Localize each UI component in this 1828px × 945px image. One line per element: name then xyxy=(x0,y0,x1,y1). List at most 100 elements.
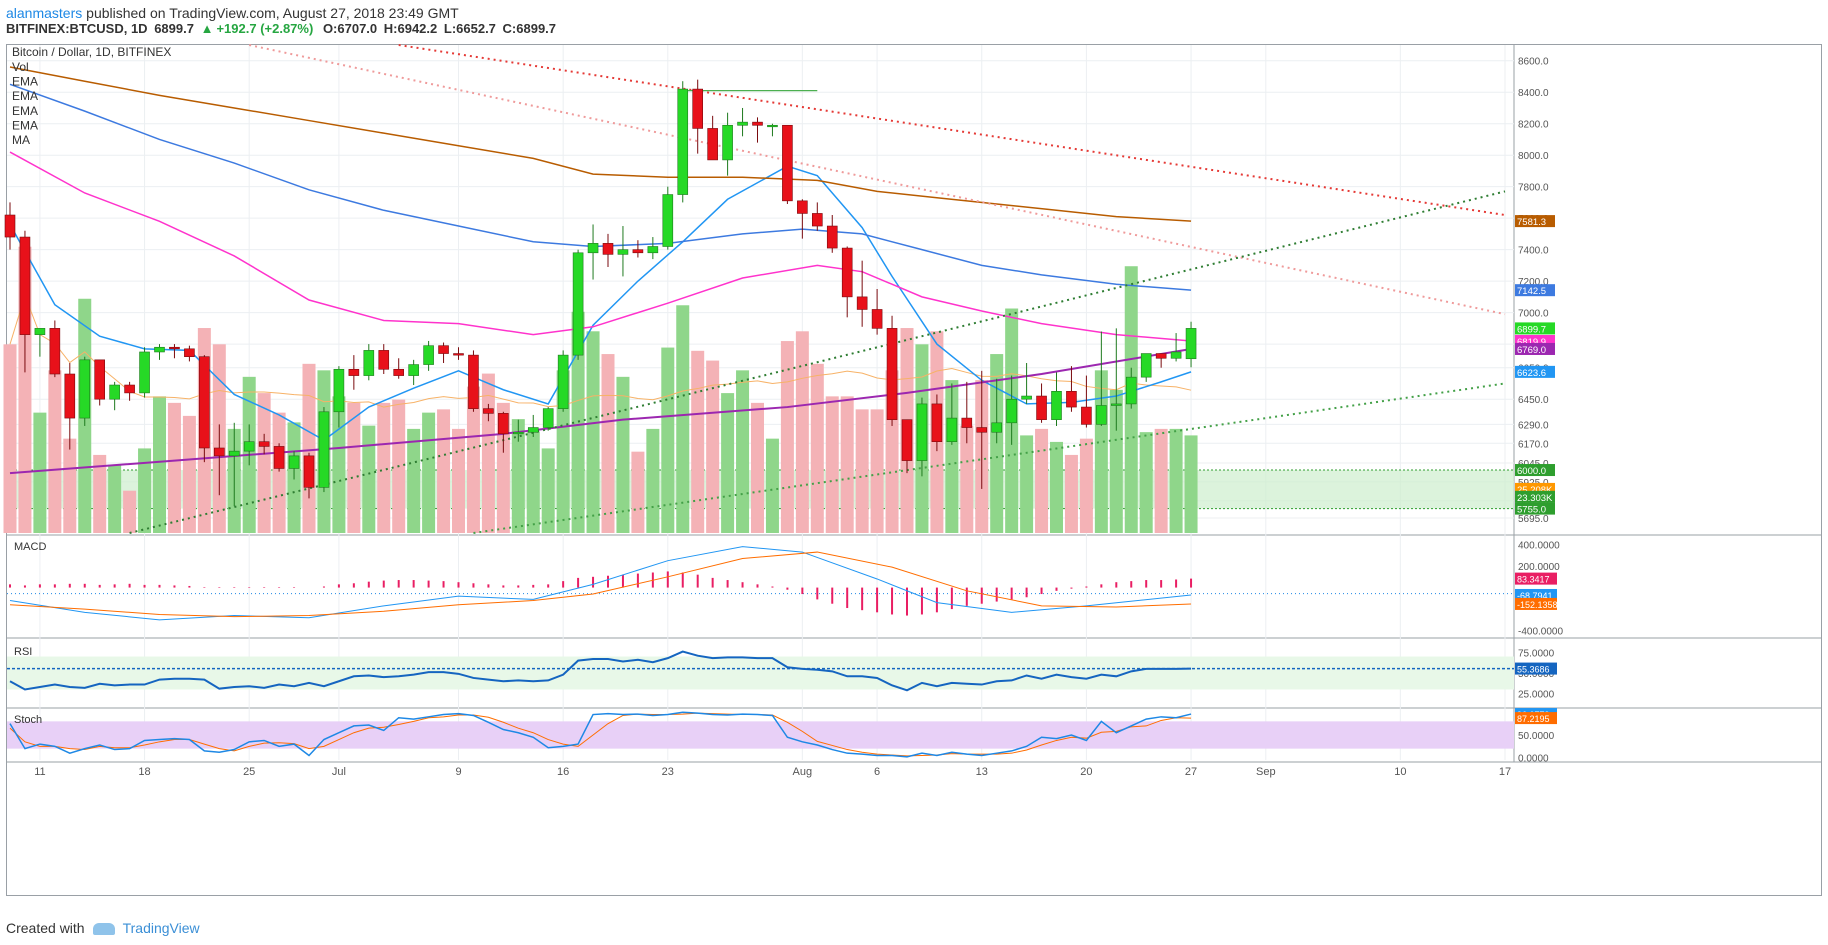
volume-bar xyxy=(332,396,346,533)
volume-bar xyxy=(362,425,376,533)
price-tag-label: 7581.3 xyxy=(1517,217,1546,228)
candle-body xyxy=(34,328,46,335)
price-tick-label: 6450.0 xyxy=(1518,395,1549,406)
candle-body xyxy=(318,411,330,488)
candle-body xyxy=(871,309,883,329)
volume-bar xyxy=(676,305,690,533)
publish-text: published on TradingView.com, August 27,… xyxy=(86,5,459,21)
volume-bar xyxy=(452,428,465,533)
stoch-title: Stoch xyxy=(14,714,42,726)
ma-line xyxy=(9,165,1192,442)
price-change: ▲ +192.7 (+2.87%) xyxy=(201,21,317,36)
candle-body xyxy=(139,351,150,394)
trend-line xyxy=(129,190,1506,534)
date-tick-label: 9 xyxy=(455,766,461,778)
price-tag xyxy=(1515,490,1555,503)
low-value: L:6652.7 xyxy=(443,21,496,36)
macd-line xyxy=(9,546,1192,621)
candles xyxy=(4,79,1197,507)
macd-tick-label: 400.0000 xyxy=(1518,541,1560,552)
trend-line xyxy=(398,44,1506,217)
rsi-tick-label: 75.0000 xyxy=(1518,648,1555,659)
volume-bar xyxy=(63,438,77,533)
price-tag-label: 6899.7 xyxy=(1517,324,1546,335)
author-link[interactable]: alanmasters xyxy=(6,5,83,21)
candle-body xyxy=(841,247,853,298)
candle-body xyxy=(572,252,584,356)
volume-bar xyxy=(257,393,271,533)
up-arrow-icon: ▲ xyxy=(200,21,214,36)
price-tick-label: 8000.0 xyxy=(1518,151,1549,162)
macd-tick-label: 200.0000 xyxy=(1518,562,1560,573)
chart-legend-title: Bitcoin / Dollar, 1D, BITFINEX xyxy=(12,45,171,59)
candle-body xyxy=(498,413,509,435)
candle-body xyxy=(1155,353,1167,359)
stoch-tag xyxy=(1515,712,1557,725)
candle-body xyxy=(826,225,838,249)
price-tag-label: 6819.9 xyxy=(1517,337,1546,348)
candle-body xyxy=(946,417,958,442)
candle-body xyxy=(303,455,315,488)
candle-body xyxy=(1021,395,1032,400)
stoch-tag-label: 87.2195 xyxy=(1517,714,1550,724)
volume-bar xyxy=(466,386,480,533)
candle-body xyxy=(453,353,464,356)
volume-bar xyxy=(1079,438,1093,533)
price-tag xyxy=(1515,342,1555,355)
date-tick-label: 10 xyxy=(1394,766,1406,778)
macd-tag-label: -152.1358 xyxy=(1517,600,1558,610)
ma-line xyxy=(9,83,1192,291)
volume-bar xyxy=(661,347,675,533)
volume-bar xyxy=(556,370,570,533)
candle-body xyxy=(587,243,599,254)
candle-body xyxy=(692,88,704,129)
candle-body xyxy=(797,200,808,214)
change-value: +192.7 (+2.87%) xyxy=(216,21,314,36)
symbol-info: BITFINEX:BTCUSD, 1D 6899.7 ▲ +192.7 (+2.8… xyxy=(6,21,559,36)
candle-body xyxy=(184,348,195,357)
candle-body xyxy=(154,346,165,353)
candle-body xyxy=(886,328,898,420)
high-value: H:6942.2 xyxy=(383,21,438,36)
candle-body xyxy=(707,128,718,161)
volume-bar xyxy=(960,425,974,533)
candle-body xyxy=(438,345,449,354)
volume-bar xyxy=(481,373,495,533)
price-tag xyxy=(1515,215,1555,228)
price-tag-label: 6000.0 xyxy=(1517,466,1546,477)
candle-body xyxy=(243,441,255,452)
rsi-tag-label: 55.3686 xyxy=(1517,665,1550,675)
price-tag xyxy=(1515,502,1555,515)
volume-bar xyxy=(167,402,181,533)
macd-histogram xyxy=(9,571,1193,616)
price-tag xyxy=(1515,284,1555,297)
volume-bar xyxy=(1154,428,1168,533)
volume-bar xyxy=(751,402,764,533)
volume-bar xyxy=(721,393,735,533)
volume-bar xyxy=(631,451,645,533)
volume-bar xyxy=(526,432,540,533)
candle-body xyxy=(64,373,76,419)
candle-body xyxy=(169,346,180,350)
tradingview-logo-icon xyxy=(92,923,115,936)
candle-body xyxy=(542,408,554,428)
candle-body xyxy=(1036,395,1047,420)
candle-body xyxy=(378,350,390,370)
candle-body xyxy=(1170,351,1182,359)
candle-body xyxy=(1125,376,1137,405)
volume-bar xyxy=(795,331,809,533)
price-tag xyxy=(1515,365,1555,378)
volume-bar xyxy=(541,448,555,533)
volume-bar xyxy=(571,311,585,533)
price-tag xyxy=(1515,464,1555,477)
volume-bar xyxy=(840,396,854,533)
candle-body xyxy=(677,88,689,195)
created-with-text: Created with xyxy=(6,920,85,936)
tradingview-link[interactable]: TradingView xyxy=(122,920,200,936)
candle-body xyxy=(512,431,524,435)
volume-bar xyxy=(496,402,510,533)
macd-tag-label: 83.3417 xyxy=(1517,575,1550,585)
volume-bar xyxy=(765,438,779,533)
volume-bar xyxy=(347,402,361,533)
